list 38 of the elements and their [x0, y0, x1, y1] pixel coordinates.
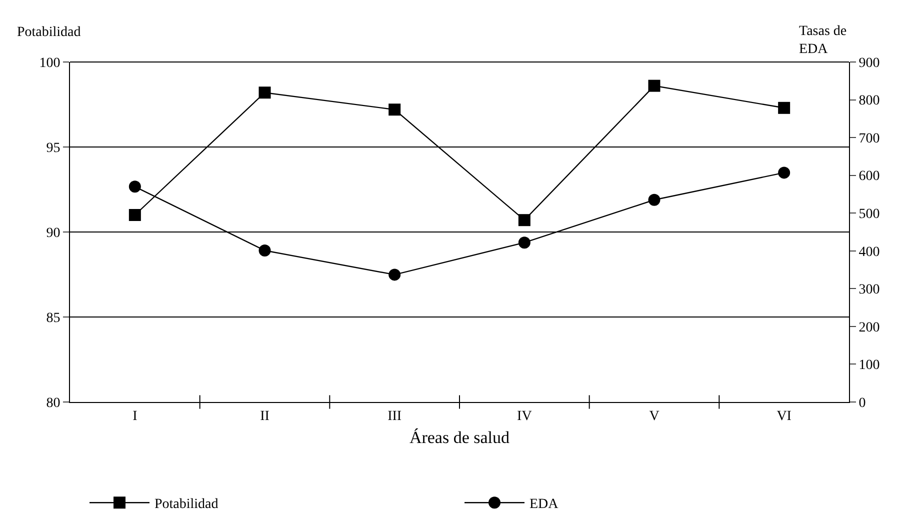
x-tick-label: VI — [776, 408, 792, 424]
point — [518, 236, 530, 249]
x-tick-label: IV — [517, 408, 532, 424]
legend-label: EDA — [530, 497, 560, 512]
x-tick-label: III — [388, 408, 402, 424]
x-tick-label: V — [649, 408, 660, 424]
point — [778, 166, 790, 179]
point — [258, 244, 271, 257]
point — [388, 104, 401, 116]
legend-label: Potabilidad — [154, 497, 218, 512]
y2-tick-label: 700 — [858, 131, 880, 146]
y2-axis-title: Tasas de EDA — [799, 24, 847, 58]
y2-tick-label: 500 — [858, 207, 880, 222]
y2-tick-label: 900 — [858, 56, 880, 71]
point — [258, 86, 271, 99]
point — [778, 102, 790, 114]
point — [648, 80, 660, 92]
point — [388, 268, 401, 281]
y2-tick-label: 600 — [858, 169, 880, 184]
x-axis-title: Áreas de salud — [409, 428, 510, 448]
y-tick-label: 85 — [46, 310, 60, 326]
y-axis-title: Potabilidad — [17, 25, 81, 40]
y-tick-label: 80 — [46, 396, 60, 411]
y2-tick-label: 0 — [858, 396, 866, 411]
y2-tick-label: 800 — [858, 94, 880, 109]
point — [128, 180, 141, 193]
x-tick-label: II — [260, 408, 270, 424]
y-tick-label: 90 — [46, 226, 60, 241]
y2-tick-label: 200 — [858, 320, 880, 336]
y-tick-label: 95 — [46, 140, 60, 156]
point — [128, 209, 141, 221]
point — [518, 214, 530, 226]
y2-tick-label: 100 — [858, 358, 880, 374]
y2-tick-label: 400 — [858, 244, 880, 260]
point — [648, 194, 660, 206]
y-tick-label: 100 — [39, 56, 60, 71]
y2-tick-label: 300 — [858, 282, 880, 298]
x-tick-label: I — [132, 408, 138, 424]
